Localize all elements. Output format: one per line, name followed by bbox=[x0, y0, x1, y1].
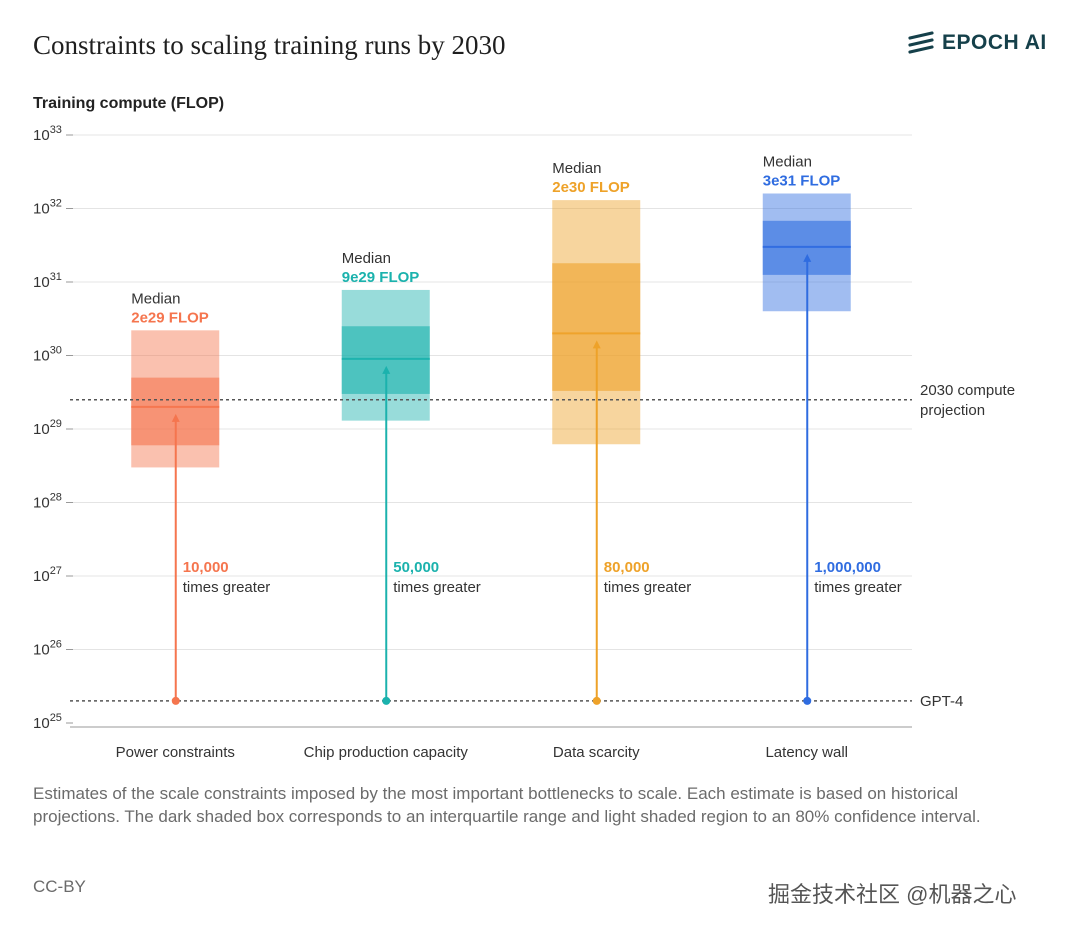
y-tick-label: 1026 bbox=[33, 639, 62, 659]
watermark: 掘金技术社区 @机器之心 bbox=[768, 882, 1017, 907]
epoch-ai-logo: EPOCH AI bbox=[908, 31, 1047, 55]
reference-label: GPT-4 bbox=[920, 693, 963, 710]
median-value-label: 2e29 FLOP bbox=[131, 309, 209, 326]
arrow-head bbox=[171, 413, 180, 422]
arrow-head bbox=[592, 340, 601, 349]
chart-plot: 1025 1026 1027 1028 1029 1030 1031 1032 1033 203… bbox=[33, 124, 1015, 761]
reference-label: projection bbox=[920, 402, 985, 419]
multiplier-value: 1,000,000 bbox=[814, 559, 881, 576]
multiplier-value: 50,000 bbox=[393, 559, 439, 576]
y-axis-label: Training compute (FLOP) bbox=[33, 95, 225, 112]
epoch-logo-icon bbox=[908, 31, 934, 54]
arrow-head bbox=[803, 253, 812, 262]
y-tick-label: 1030 bbox=[33, 345, 62, 365]
reference-layer: 2030 compute projection GPT-4 bbox=[70, 382, 1015, 710]
box-layer bbox=[131, 193, 851, 468]
median-caption: Median bbox=[342, 250, 391, 267]
license-text: CC-BY bbox=[33, 877, 86, 896]
x-category-label: Chip production capacity bbox=[304, 744, 469, 761]
x-category-label: Power constraints bbox=[116, 744, 235, 761]
gpt4-dot bbox=[803, 696, 812, 705]
y-tick-label: 1031 bbox=[33, 271, 62, 291]
median-value-label: 3e31 FLOP bbox=[763, 172, 841, 189]
y-tick-label: 1025 bbox=[33, 712, 62, 732]
x-category-label: Data scarcity bbox=[553, 744, 640, 761]
x-category-label: Latency wall bbox=[765, 744, 848, 761]
multiplier-caption: times greater bbox=[814, 579, 902, 596]
multiplier-value: 80,000 bbox=[604, 559, 650, 576]
median-value-label: 9e29 FLOP bbox=[342, 269, 420, 286]
y-tick-label: 1027 bbox=[33, 565, 62, 585]
median-caption: Median bbox=[131, 290, 180, 307]
gpt4-dot bbox=[592, 696, 601, 705]
median-value-label: 2e30 FLOP bbox=[552, 179, 630, 196]
multiplier-caption: times greater bbox=[393, 579, 481, 596]
reference-label: 2030 compute bbox=[920, 382, 1015, 399]
chart-title: Constraints to scaling training runs by … bbox=[33, 30, 506, 60]
multiplier-caption: times greater bbox=[183, 579, 271, 596]
chart-caption: Estimates of the scale constraints impos… bbox=[33, 784, 981, 826]
grid-layer: 1025 1026 1027 1028 1029 1030 1031 1032 1033 bbox=[33, 124, 912, 732]
logo-text: EPOCH AI bbox=[942, 31, 1047, 54]
y-tick-label: 1032 bbox=[33, 198, 62, 218]
arrow-head bbox=[382, 365, 391, 374]
gpt4-dot bbox=[171, 696, 180, 705]
median-caption: Median bbox=[552, 160, 601, 177]
median-caption: Median bbox=[763, 153, 812, 170]
multiplier-value: 10,000 bbox=[183, 559, 229, 576]
y-tick-label: 1029 bbox=[33, 418, 62, 438]
multiplier-caption: times greater bbox=[604, 579, 692, 596]
y-tick-label: 1033 bbox=[33, 124, 62, 144]
label-layer: Power constraints Median 2e29 FLOP Chip pro… bbox=[116, 153, 902, 761]
arrow-layer bbox=[171, 253, 812, 705]
gpt4-dot bbox=[382, 696, 391, 705]
y-tick-label: 1028 bbox=[33, 492, 62, 512]
